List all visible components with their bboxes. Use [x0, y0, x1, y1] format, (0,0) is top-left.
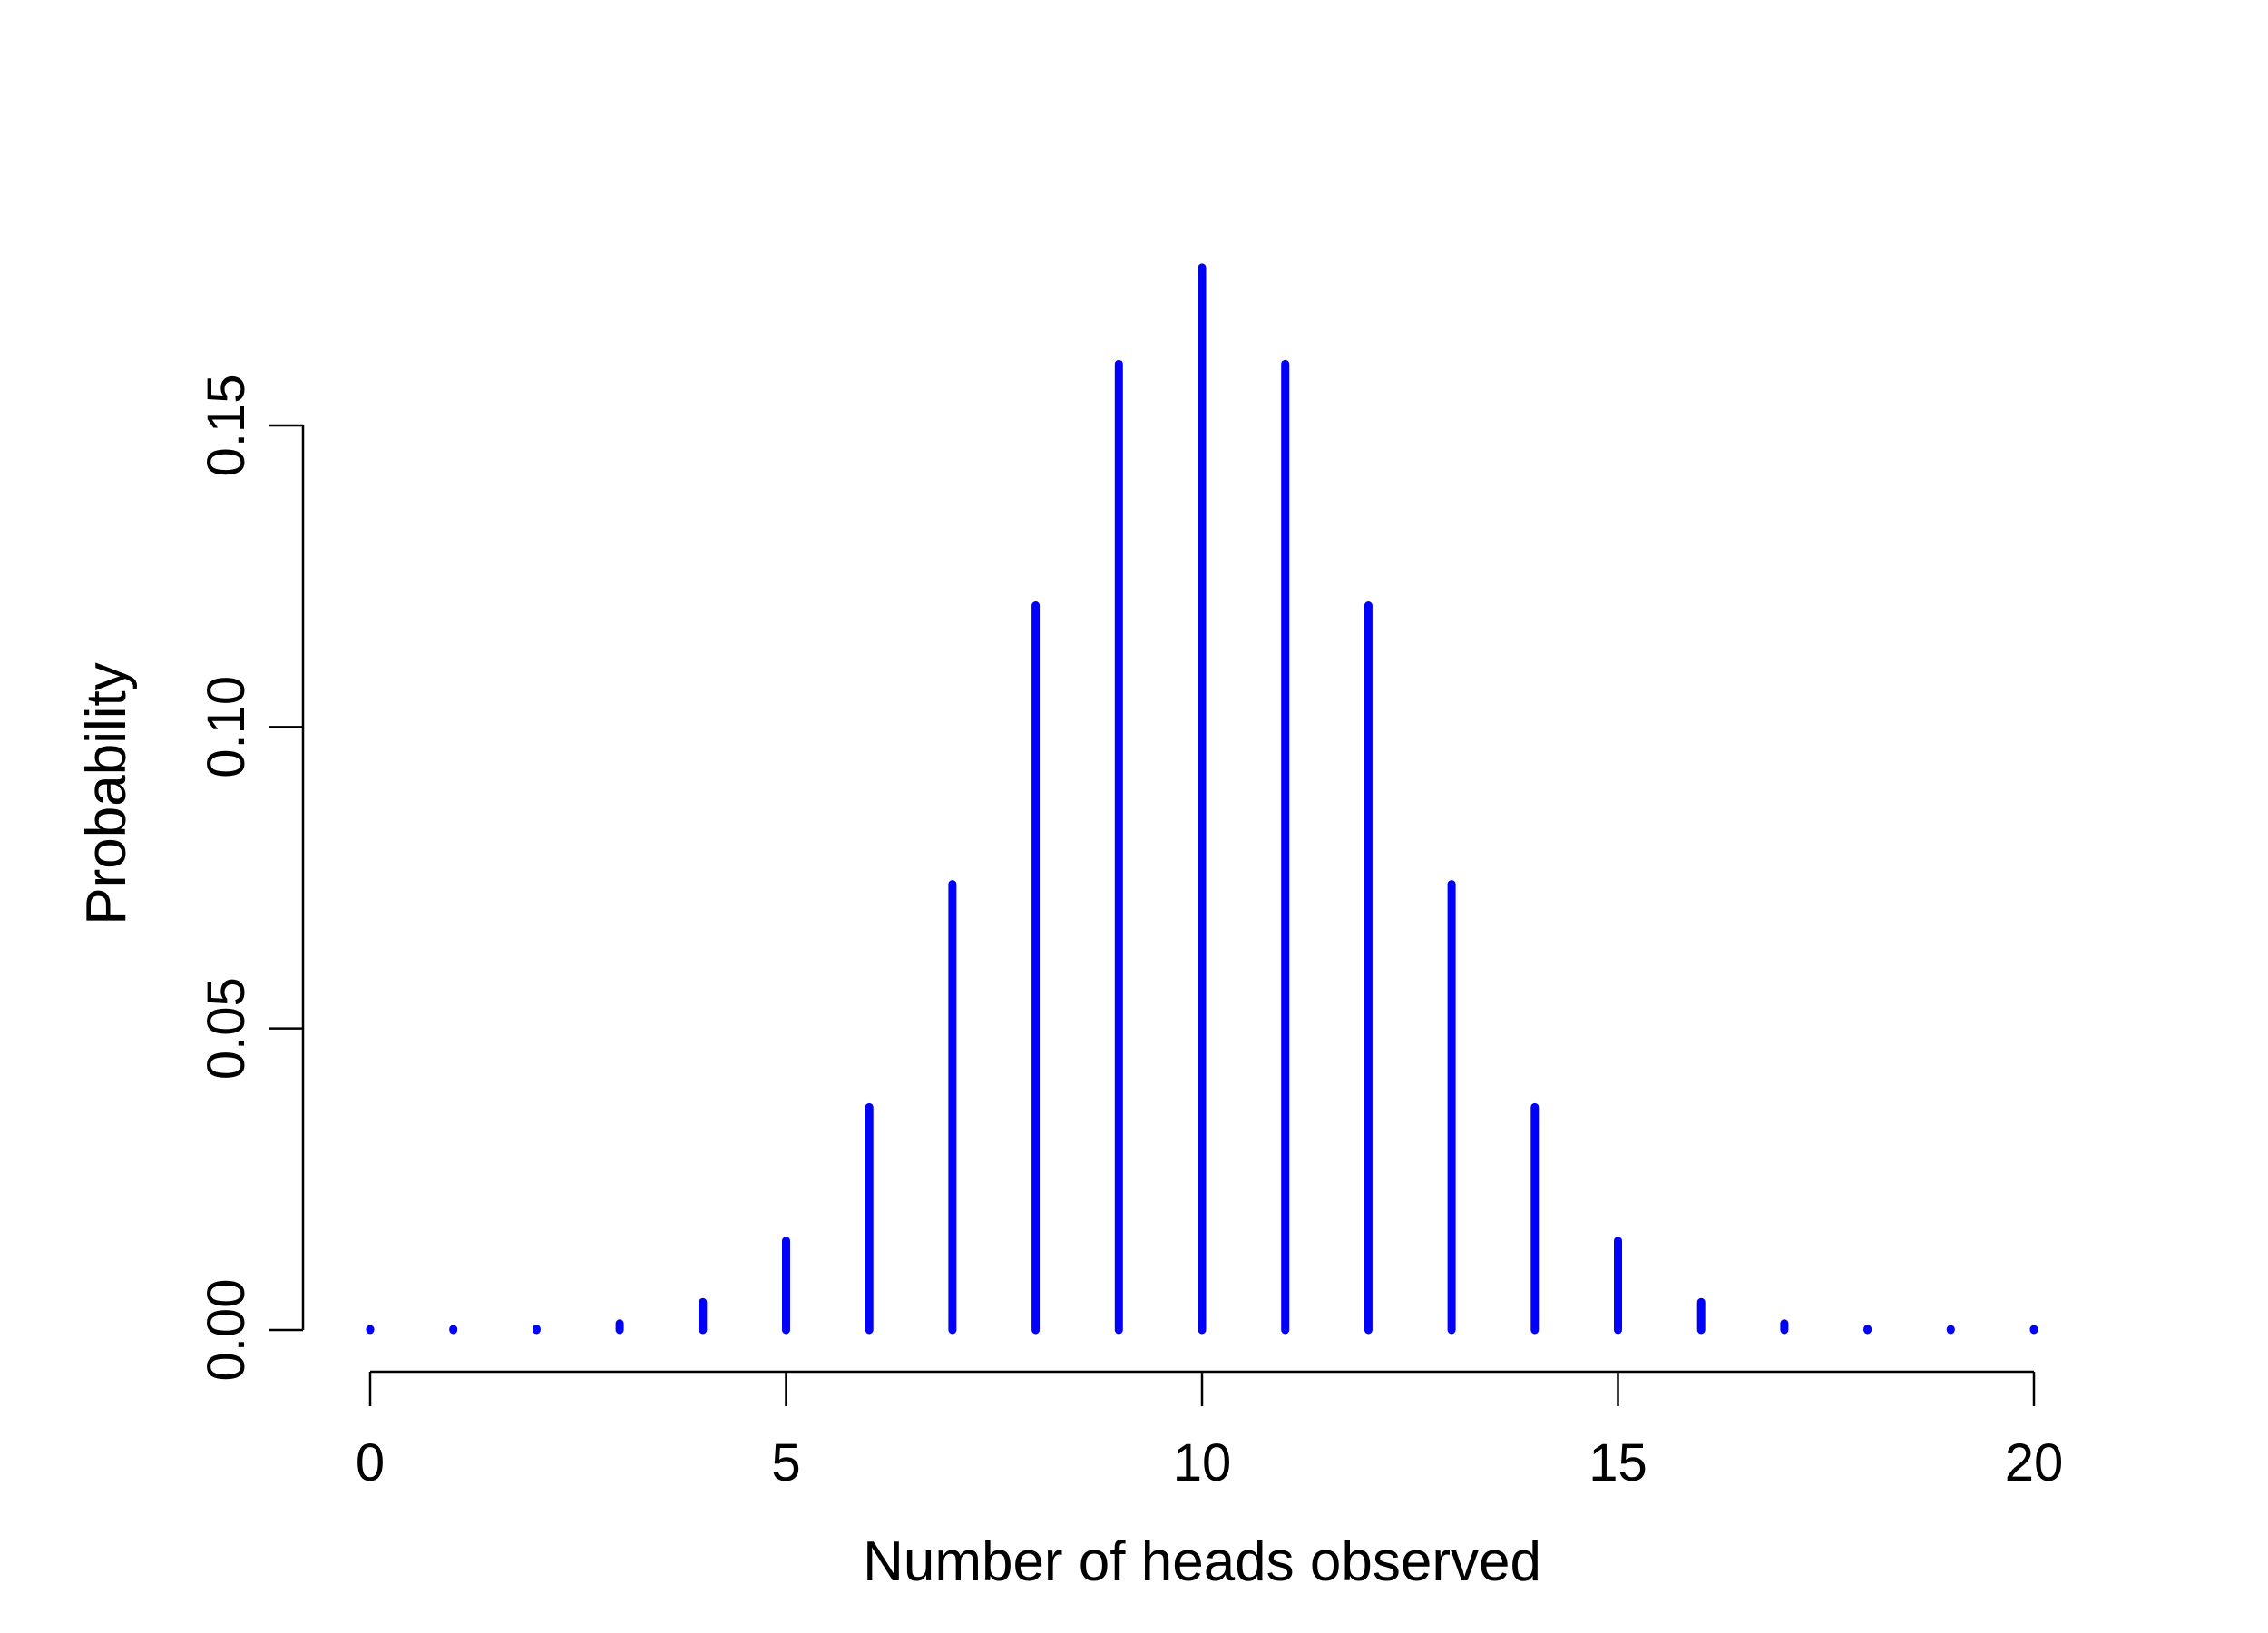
- y-tick-label: 0.10: [197, 676, 256, 778]
- y-tick-label: 0.05: [197, 977, 256, 1080]
- y-tick-label: 0.00: [197, 1279, 256, 1382]
- x-tick-label: 20: [2005, 1433, 2064, 1492]
- y-axis-label: Probability: [75, 662, 138, 924]
- x-axis-label: Number of heads observed: [863, 1530, 1541, 1593]
- y-tick-label: 0.15: [197, 375, 256, 477]
- x-tick-label: 0: [356, 1433, 385, 1492]
- bars-group: [366, 263, 2038, 1335]
- x-tick-label: 15: [1589, 1433, 1647, 1492]
- x-tick-label: 10: [1173, 1433, 1232, 1492]
- x-tick-label: 5: [771, 1433, 800, 1492]
- y-axis-ticks: 0.00 0.05 0.10 0.15: [197, 375, 303, 1382]
- x-axis-ticks: 0 5 10 15 20: [356, 1372, 2063, 1492]
